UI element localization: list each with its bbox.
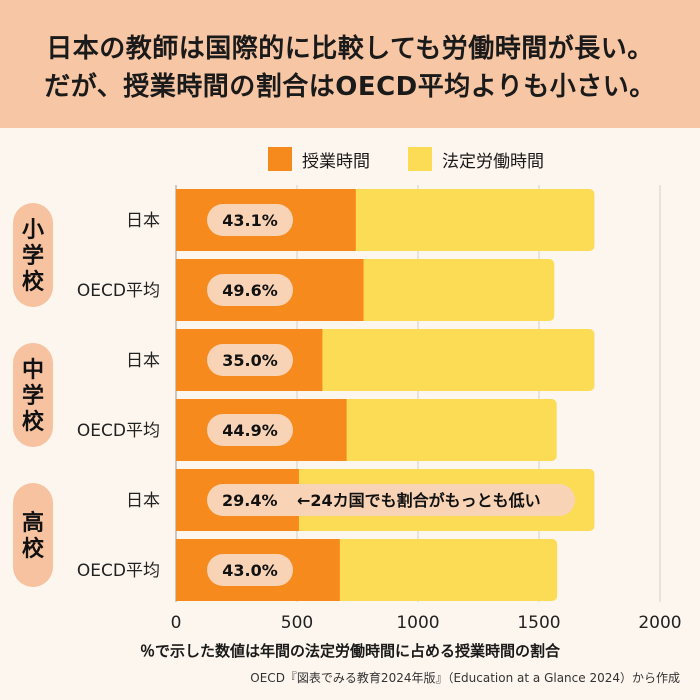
pct-label: 43.0% (222, 561, 278, 580)
source-note: OECD『図表でみる教育2024年版』（Education at a Glanc… (250, 671, 680, 685)
pct-label: 35.0% (222, 351, 278, 370)
pct-pill (207, 344, 293, 376)
group-tag-pill (13, 483, 53, 587)
pct-pill (207, 484, 575, 516)
chart-title-line-2: だが、授業時間の割合はOECD平均よりも小さい。 (44, 72, 656, 102)
x-tick-label: 1500 (517, 613, 560, 633)
legend-label-statutory: 法定労働時間 (442, 152, 544, 172)
group-tag-1: 中学校 (13, 343, 53, 447)
group-tag-0: 小学校 (13, 203, 53, 307)
legend-swatch-statutory (408, 147, 432, 171)
footnote: ％で示した数値は年間の法定労働時間に占める授業時間の割合 (139, 642, 560, 660)
group-label-char: 小 (22, 218, 44, 243)
row-label: OECD平均 (77, 281, 160, 301)
annotation-lowest: ←24カ国でも割合がもっとも低い (297, 491, 541, 510)
group-tag-pill (13, 203, 53, 307)
pct-label: 49.6% (222, 281, 278, 300)
pct-label: 44.9% (222, 421, 278, 440)
pct-label: 43.1% (222, 211, 278, 230)
row-label: 日本 (126, 211, 160, 231)
row-label: OECD平均 (77, 421, 160, 441)
group-label-char: 学 (22, 243, 44, 269)
group-tag-pill (13, 343, 53, 447)
row-label: OECD平均 (77, 561, 160, 581)
legend-swatch-teaching (268, 147, 292, 171)
x-tick-label: 1000 (396, 613, 439, 633)
group-label-char: 校 (22, 536, 45, 562)
title-banner: 日本の教師は国際的に比較しても労働時間が長い。 だが、授業時間の割合はOECD平… (0, 0, 700, 128)
group-label-char: 校 (22, 409, 45, 435)
pct-pill (207, 204, 293, 236)
pct-pill (207, 274, 293, 306)
x-tick-label: 2000 (638, 613, 681, 633)
group-label-char: 中 (22, 358, 44, 383)
pct-pill (207, 414, 293, 446)
pct-label: 29.4% (222, 491, 278, 510)
x-tick-label: 0 (171, 613, 182, 633)
group-label-char: 校 (22, 269, 45, 295)
row-label: 日本 (126, 491, 160, 511)
group-tag-2: 高校 (13, 483, 53, 587)
pct-pill (207, 554, 293, 586)
legend-label-teaching: 授業時間 (302, 152, 370, 172)
x-tick-label: 500 (281, 613, 313, 633)
group-label-char: 学 (22, 383, 44, 409)
chart-title-line-1: 日本の教師は国際的に比較しても労働時間が長い。 (46, 34, 654, 64)
row-label: 日本 (126, 351, 160, 371)
group-label-char: 高 (22, 510, 44, 536)
